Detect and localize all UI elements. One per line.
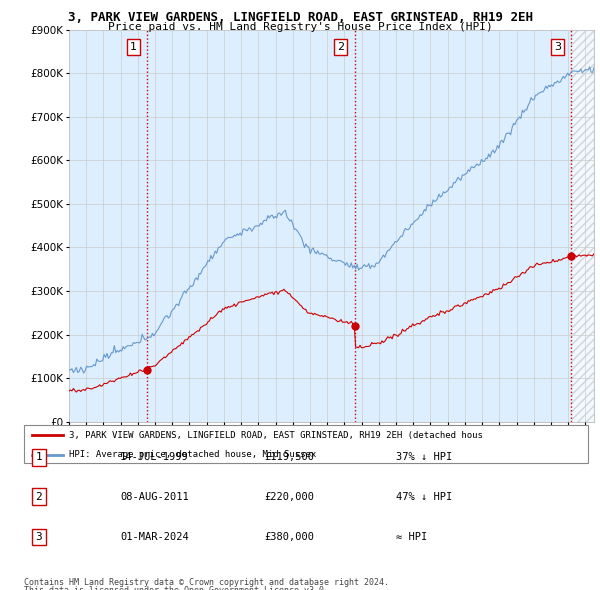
FancyBboxPatch shape (24, 425, 588, 463)
Text: 1: 1 (130, 42, 137, 52)
Text: £119,500: £119,500 (264, 453, 314, 462)
Text: 14-JUL-1999: 14-JUL-1999 (120, 453, 189, 462)
Text: £380,000: £380,000 (264, 532, 314, 542)
Text: 3, PARK VIEW GARDENS, LINGFIELD ROAD, EAST GRINSTEAD, RH19 2EH (detached hous: 3, PARK VIEW GARDENS, LINGFIELD ROAD, EA… (69, 431, 483, 440)
Text: Price paid vs. HM Land Registry's House Price Index (HPI): Price paid vs. HM Land Registry's House … (107, 22, 493, 32)
Text: 3: 3 (554, 42, 561, 52)
Text: 2: 2 (35, 492, 43, 502)
Text: 2: 2 (337, 42, 344, 52)
Text: This data is licensed under the Open Government Licence v3.0.: This data is licensed under the Open Gov… (24, 586, 329, 590)
Text: 3, PARK VIEW GARDENS, LINGFIELD ROAD, EAST GRINSTEAD, RH19 2EH: 3, PARK VIEW GARDENS, LINGFIELD ROAD, EA… (67, 11, 533, 24)
Text: 37% ↓ HPI: 37% ↓ HPI (396, 453, 452, 462)
Text: Contains HM Land Registry data © Crown copyright and database right 2024.: Contains HM Land Registry data © Crown c… (24, 578, 389, 587)
Bar (571, 30, 594, 422)
Text: £220,000: £220,000 (264, 492, 314, 502)
Bar (571, 30, 594, 422)
Text: 01-MAR-2024: 01-MAR-2024 (120, 532, 189, 542)
Text: ≈ HPI: ≈ HPI (396, 532, 427, 542)
Text: 1: 1 (35, 453, 43, 462)
Text: 47% ↓ HPI: 47% ↓ HPI (396, 492, 452, 502)
Text: HPI: Average price, detached house, Mid Sussex: HPI: Average price, detached house, Mid … (69, 450, 316, 459)
Text: 08-AUG-2011: 08-AUG-2011 (120, 492, 189, 502)
Text: 3: 3 (35, 532, 43, 542)
